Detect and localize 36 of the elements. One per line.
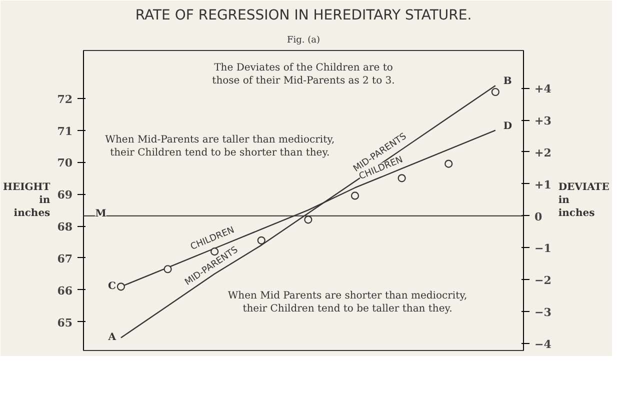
y2-tick-label: −2	[534, 274, 552, 288]
y2-tick-label: +2	[534, 146, 552, 160]
y2-tick-label: −3	[534, 306, 552, 320]
chart-title: RATE OF REGRESSION IN HEREDITARY STATURE.	[135, 8, 472, 24]
y-tick-label: 70	[57, 156, 73, 170]
y2-tick-label: +4	[534, 82, 552, 96]
y2-tick-label: +1	[534, 178, 552, 192]
y-tick-label: 67	[57, 252, 73, 266]
ref-line-label: M	[95, 208, 106, 220]
point	[304, 216, 312, 224]
y-tick-label: 68	[57, 220, 73, 234]
point	[257, 236, 266, 244]
y-tick-label: 66	[57, 284, 73, 298]
data-label: C	[108, 281, 116, 292]
y2-axis-title: DEVIATE in inches	[558, 182, 610, 220]
y-tick-label: 72	[57, 92, 73, 106]
y2-tick-label: −1	[534, 242, 552, 256]
annotation: When Mid-Parents are taller than mediocrity, their Children tend to be shorter than they.	[105, 134, 335, 158]
y-tick-label: 69	[57, 188, 73, 202]
y2-tick-label: +3	[534, 114, 552, 128]
y-axis-title: HEIGHT in inches	[3, 182, 51, 220]
annotation: When Mid Parents are shorter than mediocrity, their Children tend to be taller than they.	[228, 290, 468, 314]
y2-tick-label: 0	[534, 210, 542, 224]
point	[116, 282, 125, 291]
y2-tick-label: −4	[534, 338, 552, 351]
point	[491, 88, 500, 96]
chart-subtitle: Fig. (a)	[287, 36, 320, 46]
annotation: The Deviates of the Children are to those of their Mid-Parents as 2 to 3.	[212, 62, 395, 86]
data-label: B	[503, 76, 512, 88]
point	[350, 192, 360, 200]
y-tick-label: 65	[57, 316, 73, 330]
data-label: A	[107, 332, 116, 344]
point	[164, 265, 172, 274]
y-tick-label: 71	[57, 124, 73, 138]
point	[444, 160, 453, 168]
data-label: D	[503, 120, 512, 132]
